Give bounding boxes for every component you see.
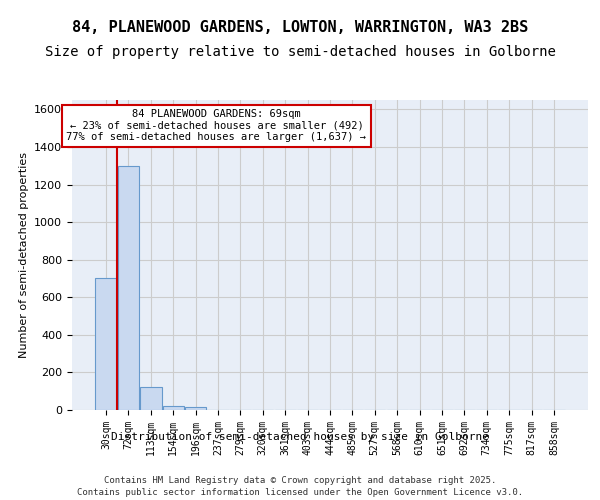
Text: Size of property relative to semi-detached houses in Golborne: Size of property relative to semi-detach… <box>44 45 556 59</box>
Text: Contains HM Land Registry data © Crown copyright and database right 2025.: Contains HM Land Registry data © Crown c… <box>104 476 496 485</box>
Text: 84, PLANEWOOD GARDENS, LOWTON, WARRINGTON, WA3 2BS: 84, PLANEWOOD GARDENS, LOWTON, WARRINGTO… <box>72 20 528 35</box>
Bar <box>95 278 117 410</box>
Y-axis label: Number of semi-detached properties: Number of semi-detached properties <box>19 152 29 358</box>
Bar <box>185 407 206 410</box>
Text: Contains public sector information licensed under the Open Government Licence v3: Contains public sector information licen… <box>77 488 523 497</box>
Bar <box>163 406 184 410</box>
Bar <box>118 166 139 410</box>
Bar <box>140 388 161 410</box>
Text: Distribution of semi-detached houses by size in Golborne: Distribution of semi-detached houses by … <box>111 432 489 442</box>
Text: 84 PLANEWOOD GARDENS: 69sqm
← 23% of semi-detached houses are smaller (492)
77% : 84 PLANEWOOD GARDENS: 69sqm ← 23% of sem… <box>67 110 367 142</box>
